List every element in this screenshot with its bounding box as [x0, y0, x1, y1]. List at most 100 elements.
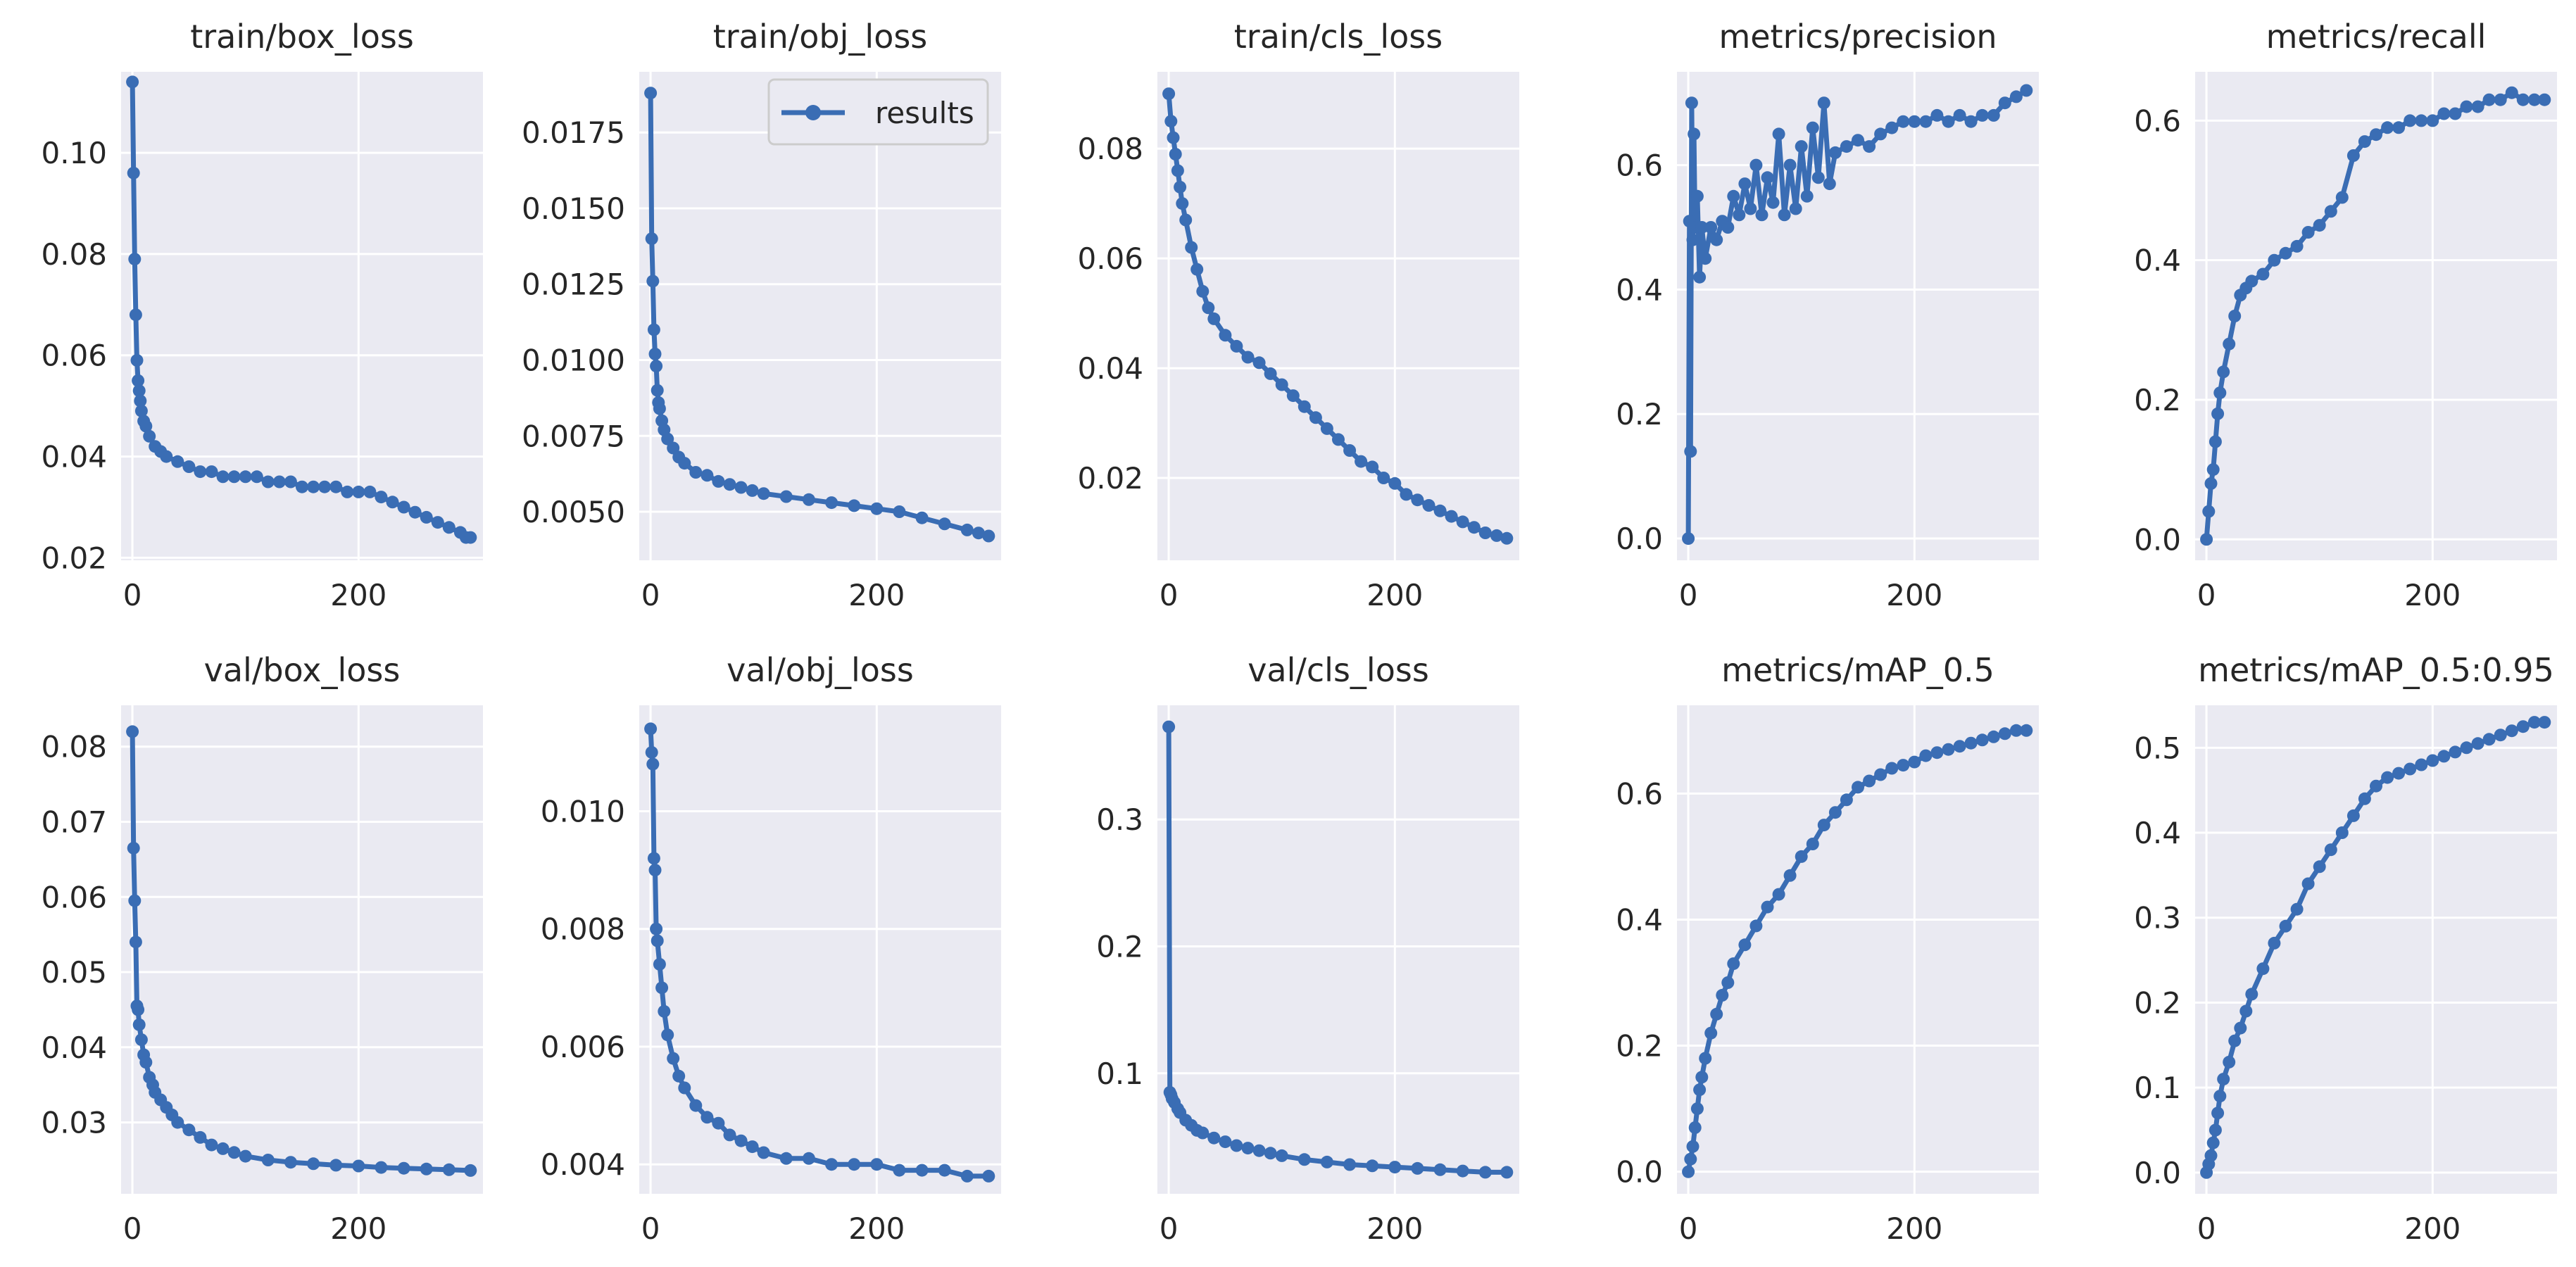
- data-point: [2335, 191, 2349, 204]
- data-point: [127, 841, 140, 855]
- data-point: [1219, 1135, 1232, 1149]
- data-point: [2426, 114, 2439, 127]
- data-point: [2301, 226, 2315, 239]
- data-point: [205, 1138, 218, 1152]
- data-point: [2527, 716, 2541, 729]
- data-point: [1682, 532, 1695, 546]
- subplot-val-box-loss: val/box_loss 0 200 0.03 0.04 0.05 0.06 0.07 0.08: [41, 651, 483, 1246]
- y-tick-label: 0.5: [2134, 731, 2181, 765]
- data-point: [1795, 850, 1808, 863]
- data-point: [1684, 1152, 1697, 1166]
- data-point: [2239, 1004, 2253, 1018]
- y-tick-label: 0.6: [2134, 103, 2181, 138]
- plot-area: [121, 705, 483, 1194]
- data-point: [648, 864, 662, 877]
- data-point: [1332, 433, 1345, 446]
- data-point: [139, 420, 153, 433]
- data-point: [2009, 90, 2023, 103]
- data-point: [960, 1169, 974, 1183]
- data-point: [2256, 962, 2270, 976]
- data-point: [2217, 365, 2230, 379]
- data-point: [647, 323, 660, 336]
- data-point: [1840, 793, 1853, 807]
- y-tick-label: 0.6: [1616, 776, 1663, 811]
- data-point: [134, 1033, 148, 1047]
- data-point: [1456, 515, 1469, 529]
- data-point: [1755, 208, 1768, 222]
- data-point: [1897, 115, 1910, 128]
- data-point: [284, 475, 297, 488]
- data-point: [915, 511, 929, 524]
- data-point: [1727, 189, 1740, 203]
- data-point: [2020, 724, 2033, 737]
- data-point: [1343, 1158, 1357, 1171]
- data-point: [1169, 148, 1182, 160]
- y-tick-label: 0.0150: [522, 191, 625, 226]
- data-point: [1761, 900, 1774, 914]
- y-tick-label: 0.0100: [522, 343, 625, 378]
- y-tick-label: 0.0: [1616, 1155, 1663, 1190]
- data-point: [2228, 310, 2242, 322]
- y-tick-label: 0.010: [541, 795, 625, 829]
- data-point: [779, 490, 793, 503]
- data-point: [2538, 716, 2551, 729]
- y-tick-label: 0.0050: [522, 495, 625, 529]
- data-point: [1411, 493, 1424, 507]
- data-point: [893, 505, 906, 518]
- data-point: [734, 1134, 748, 1147]
- data-point: [307, 1157, 320, 1171]
- data-point: [1174, 180, 1187, 194]
- subplot-title: train/obj_loss: [713, 18, 928, 56]
- y-tick-label: 0.3: [2134, 901, 2181, 935]
- data-point: [1789, 202, 1802, 215]
- data-point: [2217, 1073, 2230, 1086]
- data-point: [2437, 107, 2451, 120]
- y-tick-label: 0.2: [1616, 397, 1663, 431]
- data-point: [1207, 1131, 1221, 1145]
- data-point: [1219, 329, 1232, 342]
- y-tick-label: 0.08: [1077, 132, 1143, 166]
- data-point: [2494, 729, 2507, 742]
- data-point: [2404, 114, 2417, 127]
- data-point: [227, 1146, 241, 1159]
- data-point: [1241, 1142, 1255, 1155]
- data-point: [1196, 1126, 1210, 1140]
- data-point: [667, 441, 680, 455]
- subplot-train-box-loss: train/box_loss 0 200 0.02 0.04 0.06 0.08 0.10: [41, 18, 483, 612]
- data-point: [2404, 762, 2417, 776]
- data-point: [2245, 988, 2258, 1001]
- data-point: [408, 505, 422, 519]
- data-point: [129, 308, 142, 322]
- data-point: [1686, 1140, 1699, 1153]
- data-point: [1953, 108, 1966, 122]
- data-point: [658, 1004, 671, 1018]
- data-point: [1171, 164, 1184, 177]
- data-point: [2346, 809, 2360, 822]
- data-point: [1823, 177, 1836, 191]
- data-point: [1320, 1155, 1333, 1168]
- data-point: [802, 1152, 815, 1165]
- data-point: [130, 353, 144, 367]
- data-point: [239, 1149, 252, 1163]
- data-point: [2206, 1136, 2220, 1149]
- y-tick-label: 0.05: [41, 955, 107, 990]
- data-point: [1942, 115, 1955, 128]
- data-point: [723, 478, 736, 491]
- data-point: [700, 1111, 714, 1124]
- data-point: [1721, 976, 1735, 989]
- data-point: [2020, 84, 2033, 97]
- data-point: [2200, 533, 2213, 546]
- subplot-val-cls-loss: val/cls_loss 0 200 0.1 0.2 0.3: [1096, 651, 1519, 1246]
- data-point: [646, 275, 660, 288]
- subplot-metrics-recall: metrics/recall 0 200 0.0 0.2 0.4 0.6: [2134, 18, 2557, 612]
- data-point: [1710, 1007, 1723, 1021]
- y-tick-label: 0.4: [2134, 244, 2181, 278]
- data-point: [2290, 239, 2304, 253]
- data-point: [1749, 158, 1763, 172]
- data-point: [1355, 455, 1368, 468]
- data-point: [1766, 196, 1780, 209]
- subplot-title: val/cls_loss: [1248, 651, 1429, 689]
- data-point: [420, 510, 433, 524]
- data-point: [307, 480, 320, 493]
- y-tick-label: 0.0125: [522, 267, 625, 302]
